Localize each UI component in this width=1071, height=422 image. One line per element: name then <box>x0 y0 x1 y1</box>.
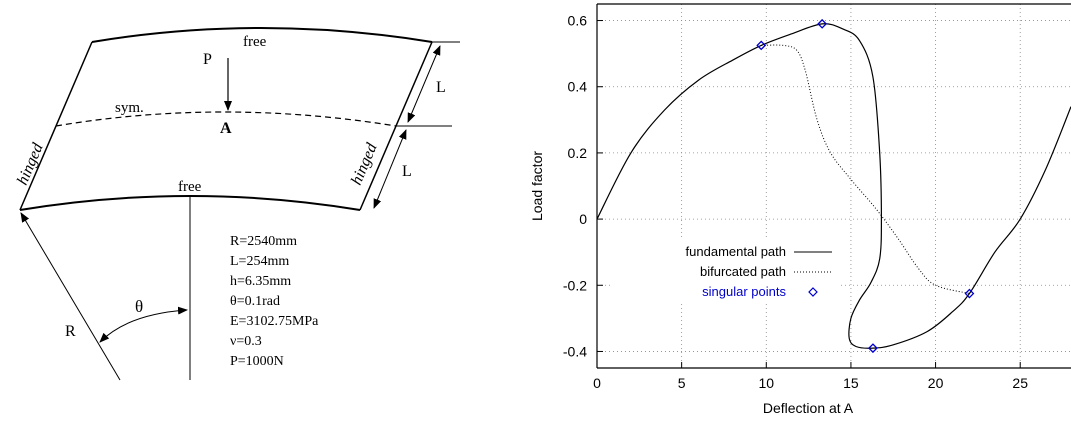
theta-arc <box>99 306 188 343</box>
shell-top-edge <box>91 27 433 43</box>
L-dimension-lower <box>373 129 407 209</box>
legend-label-bifurcated: bifurcated path <box>700 264 786 279</box>
series <box>597 23 1071 349</box>
y-tick-label: 0.2 <box>568 145 588 161</box>
L-dimension-upper <box>407 45 441 123</box>
x-tick-label: 10 <box>758 375 774 391</box>
singular-point-marker <box>756 40 767 51</box>
x-tick-label: 20 <box>928 375 944 391</box>
param-P: P=1000N <box>230 354 284 369</box>
param-theta: θ=0.1rad <box>230 294 280 309</box>
y-tick-label: 0 <box>579 211 587 227</box>
y-tick-label: -0.4 <box>563 343 587 359</box>
point-A-label: A <box>220 120 232 137</box>
singular-point-marker <box>817 18 828 29</box>
singular-point-marker <box>964 288 975 299</box>
x-tick-label: 0 <box>593 375 601 391</box>
hinged-left-label: hinged <box>14 140 47 188</box>
x-tick-label: 15 <box>843 375 859 391</box>
radius-label: R <box>65 323 76 340</box>
shell-diagram <box>19 27 460 381</box>
radius-line <box>20 212 121 381</box>
symmetry-label: sym. <box>115 100 144 116</box>
parameter-list: R=2540mm L=254mm h=6.35mm θ=0.1rad E=310… <box>230 234 319 369</box>
param-nu: ν=0.3 <box>230 334 262 349</box>
y-tick-label: 0.6 <box>568 13 588 29</box>
x-tick-label: 5 <box>678 375 686 391</box>
x-axis-label: Deflection at A <box>763 400 854 416</box>
legend-background <box>612 238 840 302</box>
free-bottom-label: free <box>178 179 202 195</box>
param-h: h=6.35mm <box>230 274 291 289</box>
L-upper-label: L <box>436 79 446 96</box>
fundamental-path-line <box>597 23 1071 349</box>
legend-marker-singular <box>808 287 818 297</box>
param-L: L=254mm <box>230 254 289 269</box>
x-tick-label: 25 <box>1012 375 1028 391</box>
grid <box>597 4 1071 368</box>
chart: 0 5 10 15 20 25 -0.4 -0.2 0 0.2 0.4 0.6 Deflection … <box>529 3 1071 416</box>
symmetry-line <box>55 111 397 127</box>
param-R: R=2540mm <box>230 234 297 249</box>
load-label: P <box>203 51 212 68</box>
legend-label-singular: singular points <box>702 284 786 299</box>
legend: fundamental path bifurcated path singula… <box>612 238 840 302</box>
singular-markers <box>756 18 975 354</box>
y-axis-label: Load factor <box>529 151 545 221</box>
hinged-right-label: hinged <box>348 140 381 188</box>
legend-label-fundamental: fundamental path <box>686 244 786 259</box>
y-tick-label: 0.4 <box>568 79 588 95</box>
free-top-label: free <box>243 34 267 50</box>
singular-point-marker <box>868 343 878 354</box>
param-E: E=3102.75MPa <box>230 314 319 329</box>
theta-label: θ <box>135 297 143 316</box>
L-lower-label: L <box>402 163 412 180</box>
ticks: 0 5 10 15 20 25 -0.4 -0.2 0 0.2 0.4 0.6 <box>563 13 1028 391</box>
y-tick-label: -0.2 <box>563 277 587 293</box>
